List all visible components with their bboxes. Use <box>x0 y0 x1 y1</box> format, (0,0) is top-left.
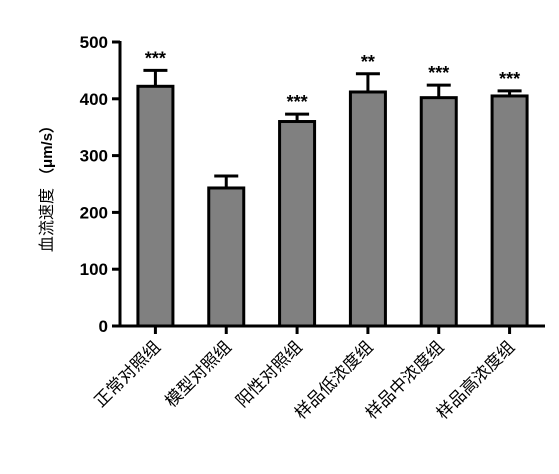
bar <box>419 96 458 328</box>
y-tick-label: 400 <box>80 90 108 109</box>
y-tick-label: 200 <box>80 203 108 222</box>
svg-text:血流速度 （μm/s）: 血流速度 （μm/s） <box>37 118 56 252</box>
plot-area: 0100200300400500***正常对照组模型对照组***阳性对照组**样… <box>80 33 545 424</box>
bar <box>490 94 529 328</box>
significance-label: *** <box>428 63 449 83</box>
bar <box>278 120 317 328</box>
y-tick-label: 0 <box>99 317 108 336</box>
bar <box>348 90 387 328</box>
y-tick-label: 500 <box>80 33 108 52</box>
significance-label: ** <box>361 52 375 72</box>
bar <box>207 186 246 328</box>
significance-label: *** <box>499 69 520 89</box>
x-tick-label: 模型对照组 <box>162 337 236 411</box>
y-axis-label-text: 血流速度 <box>37 188 56 252</box>
x-tick-label: 阳性对照组 <box>232 337 306 411</box>
y-tick-label: 300 <box>80 147 108 166</box>
y-axis-label: 血流速度 （μm/s） <box>37 118 56 252</box>
y-tick-label: 100 <box>80 260 108 279</box>
significance-label: *** <box>145 48 166 68</box>
y-axis-unit: （μm/s） <box>38 118 56 183</box>
x-tick-label: 正常对照组 <box>91 337 165 411</box>
significance-label: *** <box>287 92 308 112</box>
bar <box>136 84 175 328</box>
